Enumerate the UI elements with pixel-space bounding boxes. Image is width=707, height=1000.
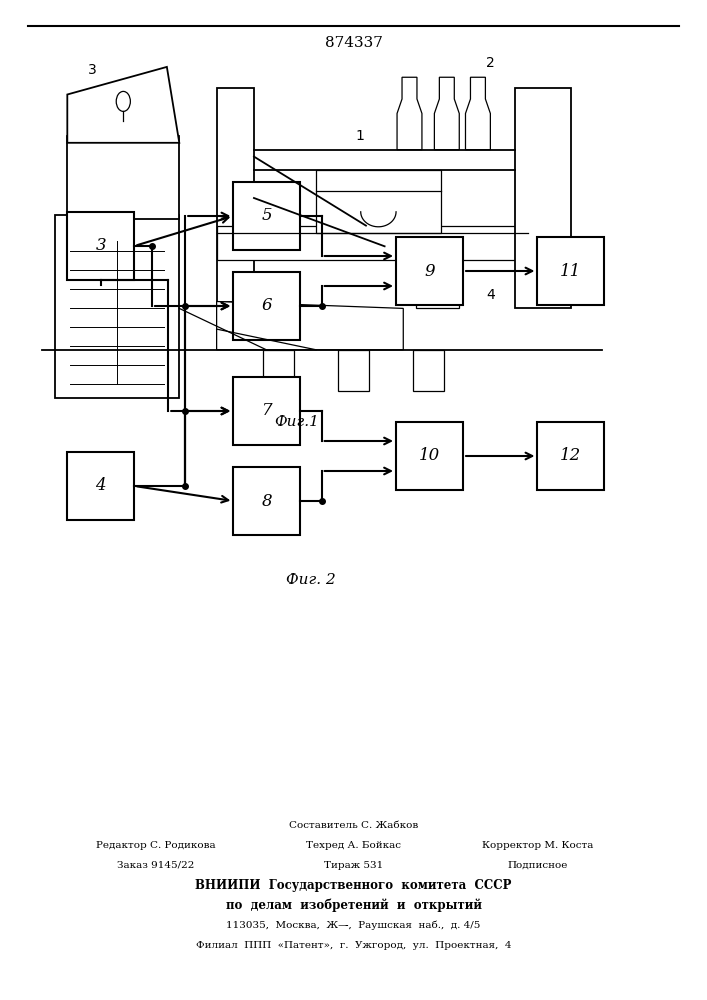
Bar [316,170,440,232]
Bar [537,422,604,490]
Polygon shape [434,77,460,150]
Bar [413,350,444,391]
Text: Составитель С. Жабков: Составитель С. Жабков [289,820,418,830]
Bar [537,237,604,305]
Polygon shape [216,302,403,350]
Bar [515,88,571,308]
Text: ВНИИПИ  Государственного  комитета  СССР: ВНИИПИ Государственного комитета СССР [195,879,512,892]
Text: 11: 11 [560,262,582,279]
Text: 9: 9 [424,262,435,279]
Text: 2: 2 [486,56,495,70]
Bar [396,237,463,305]
Bar [233,182,300,250]
Bar [233,467,300,535]
Text: Редактор С. Родикова: Редактор С. Родикова [95,840,216,850]
Bar [416,274,460,308]
Bar [263,350,294,391]
Text: 12: 12 [560,448,582,464]
Text: 7: 7 [262,402,272,419]
Bar [55,215,180,398]
Bar [67,212,134,280]
Bar [216,88,254,302]
Text: 8: 8 [262,492,272,510]
Polygon shape [465,77,491,150]
Text: Техред А. Бойкас: Техред А. Бойкас [306,840,401,850]
Text: Подписное: Подписное [507,860,568,870]
Bar [67,136,180,219]
Text: 6: 6 [262,297,272,314]
Text: 3: 3 [95,237,106,254]
Text: 874337: 874337 [325,36,382,50]
Text: Филиал  ППП  «Патент»,  г.  Ужгород,  ул.  Проектная,  4: Филиал ППП «Патент», г. Ужгород, ул. Про… [196,940,511,950]
Text: Заказ 9145/22: Заказ 9145/22 [117,860,194,870]
Text: 113035,  Москва,  Ж—̵̵,  Раушская  наб.,  д. 4/5: 113035, Москва, Ж—̵̵, Раушская наб., д. … [226,920,481,930]
Bar [396,422,463,490]
Text: 4: 4 [486,288,495,302]
Text: Тираж 531: Тираж 531 [324,860,383,870]
Text: по  делам  изобретений  и  открытий: по делам изобретений и открытий [226,898,481,912]
Bar [233,272,300,340]
Text: Корректор М. Коста: Корректор М. Коста [481,840,593,850]
Bar [233,377,300,445]
Polygon shape [397,77,422,150]
Bar [67,452,134,520]
Bar [216,226,527,260]
Text: 5: 5 [262,208,272,225]
Polygon shape [67,67,180,143]
Text: 1: 1 [356,129,364,143]
Text: 10: 10 [419,448,440,464]
Text: Фиг. 2: Фиг. 2 [286,573,336,587]
Bar [338,350,369,391]
Text: Фиг.1: Фиг.1 [274,415,320,429]
Text: 3: 3 [88,63,97,77]
Text: 4: 4 [95,478,106,494]
